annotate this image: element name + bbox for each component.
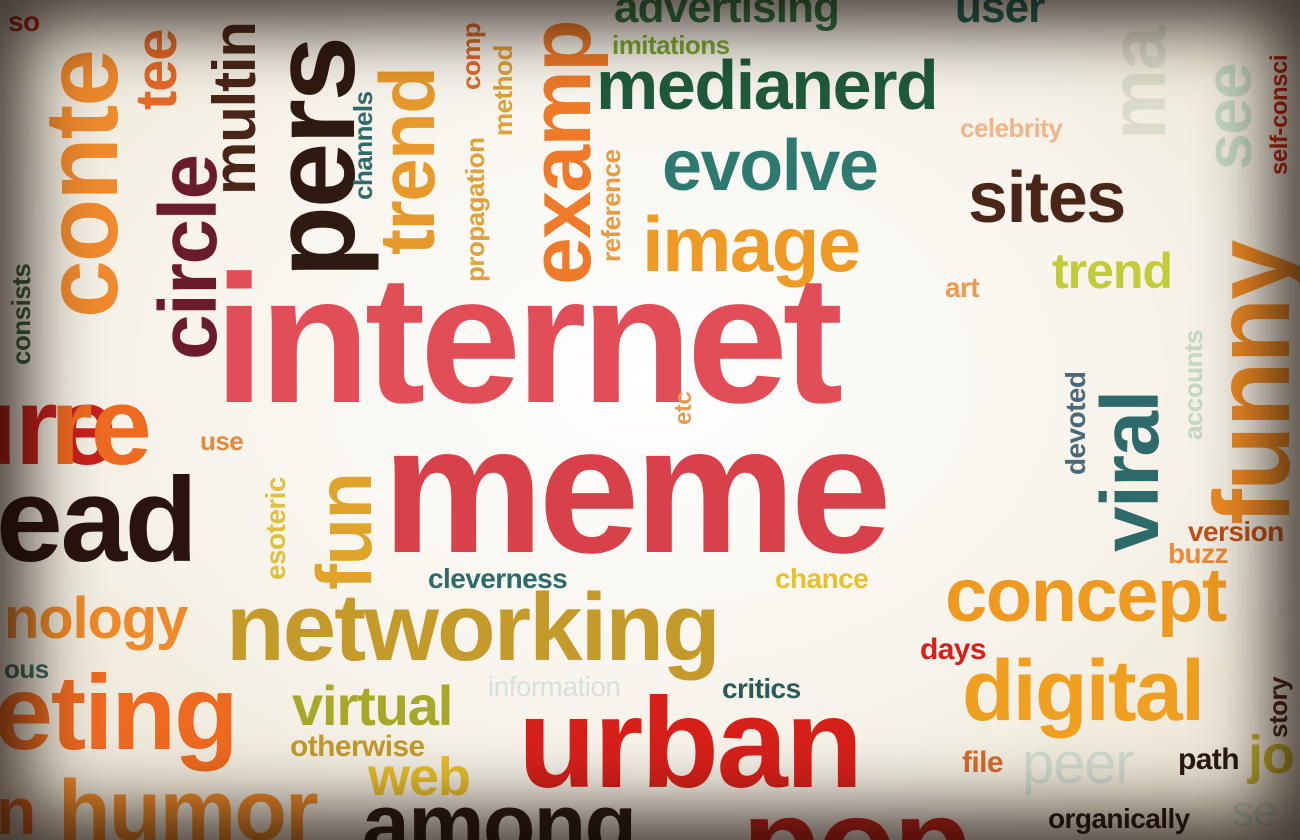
word-n: n <box>0 774 36 840</box>
word-devoted: devoted <box>1060 371 1091 475</box>
word-ma: ma <box>1093 27 1182 140</box>
word-medianerd: medianerd <box>596 46 939 124</box>
word-ead: ead <box>0 453 198 587</box>
word-accounts: accounts <box>1178 330 1208 440</box>
word-trend-horizontal: trend <box>1052 243 1173 299</box>
word-art: art <box>945 272 980 303</box>
word-imitations: imitations <box>612 30 730 60</box>
word-image: image <box>642 200 861 288</box>
word-sites: sites <box>968 158 1126 238</box>
word-use: use <box>200 426 244 456</box>
word-self-consci: self-consci <box>1266 54 1293 175</box>
word-conte: conte <box>24 51 140 318</box>
word-internet: internet <box>214 237 843 441</box>
word-eting: eting <box>0 654 239 772</box>
word-channels: channels <box>348 91 378 200</box>
word-information: information <box>488 671 621 702</box>
word-see: see <box>1191 63 1265 170</box>
word-evolve: evolve <box>662 126 879 206</box>
word-urban: urban <box>518 672 863 815</box>
word-trend-vertical: trend <box>363 67 451 255</box>
word-comp: comp <box>456 22 486 90</box>
word-chance: chance <box>775 563 869 594</box>
word-peer: peer <box>1022 731 1135 796</box>
word-funny: funny <box>1191 241 1300 525</box>
word-viral: viral <box>1085 391 1176 553</box>
word-humor: humor <box>58 763 319 840</box>
word-version: version <box>1188 516 1284 547</box>
word-concept: concept <box>945 553 1227 638</box>
word-user: user <box>955 0 1045 32</box>
word-days: days <box>920 633 987 666</box>
word-networking: networking <box>226 574 721 681</box>
word-fun: fun <box>300 473 388 590</box>
word-esoteric: esoteric <box>260 477 291 580</box>
word-critics: critics <box>722 673 801 704</box>
word-virtual: virtual <box>292 674 453 737</box>
word-advertising: advertising <box>614 0 840 32</box>
word-ous: ous <box>4 654 49 684</box>
word-buzz: buzz <box>1168 538 1229 569</box>
word-digital: digital <box>962 643 1205 739</box>
word-jo: jo <box>1248 725 1295 785</box>
word-path: path <box>1178 743 1240 776</box>
word-web: web <box>368 747 471 807</box>
word-pop: pop <box>742 780 971 840</box>
word-meme: meme <box>382 387 892 591</box>
word-among: among <box>362 777 637 840</box>
word-otherwise: otherwise <box>290 730 425 763</box>
word-nology: nology <box>4 586 188 651</box>
word-file: file <box>962 746 1004 779</box>
word-consists: consists <box>6 263 36 365</box>
word-ure: ure <box>0 365 117 488</box>
word-celebrity: celebrity <box>960 113 1063 143</box>
word-re: re <box>50 365 152 488</box>
word-so: so <box>8 6 40 37</box>
word-se: se <box>1232 787 1278 836</box>
word-cleverness: cleverness <box>428 563 568 594</box>
word-organically: organically <box>1048 803 1190 834</box>
